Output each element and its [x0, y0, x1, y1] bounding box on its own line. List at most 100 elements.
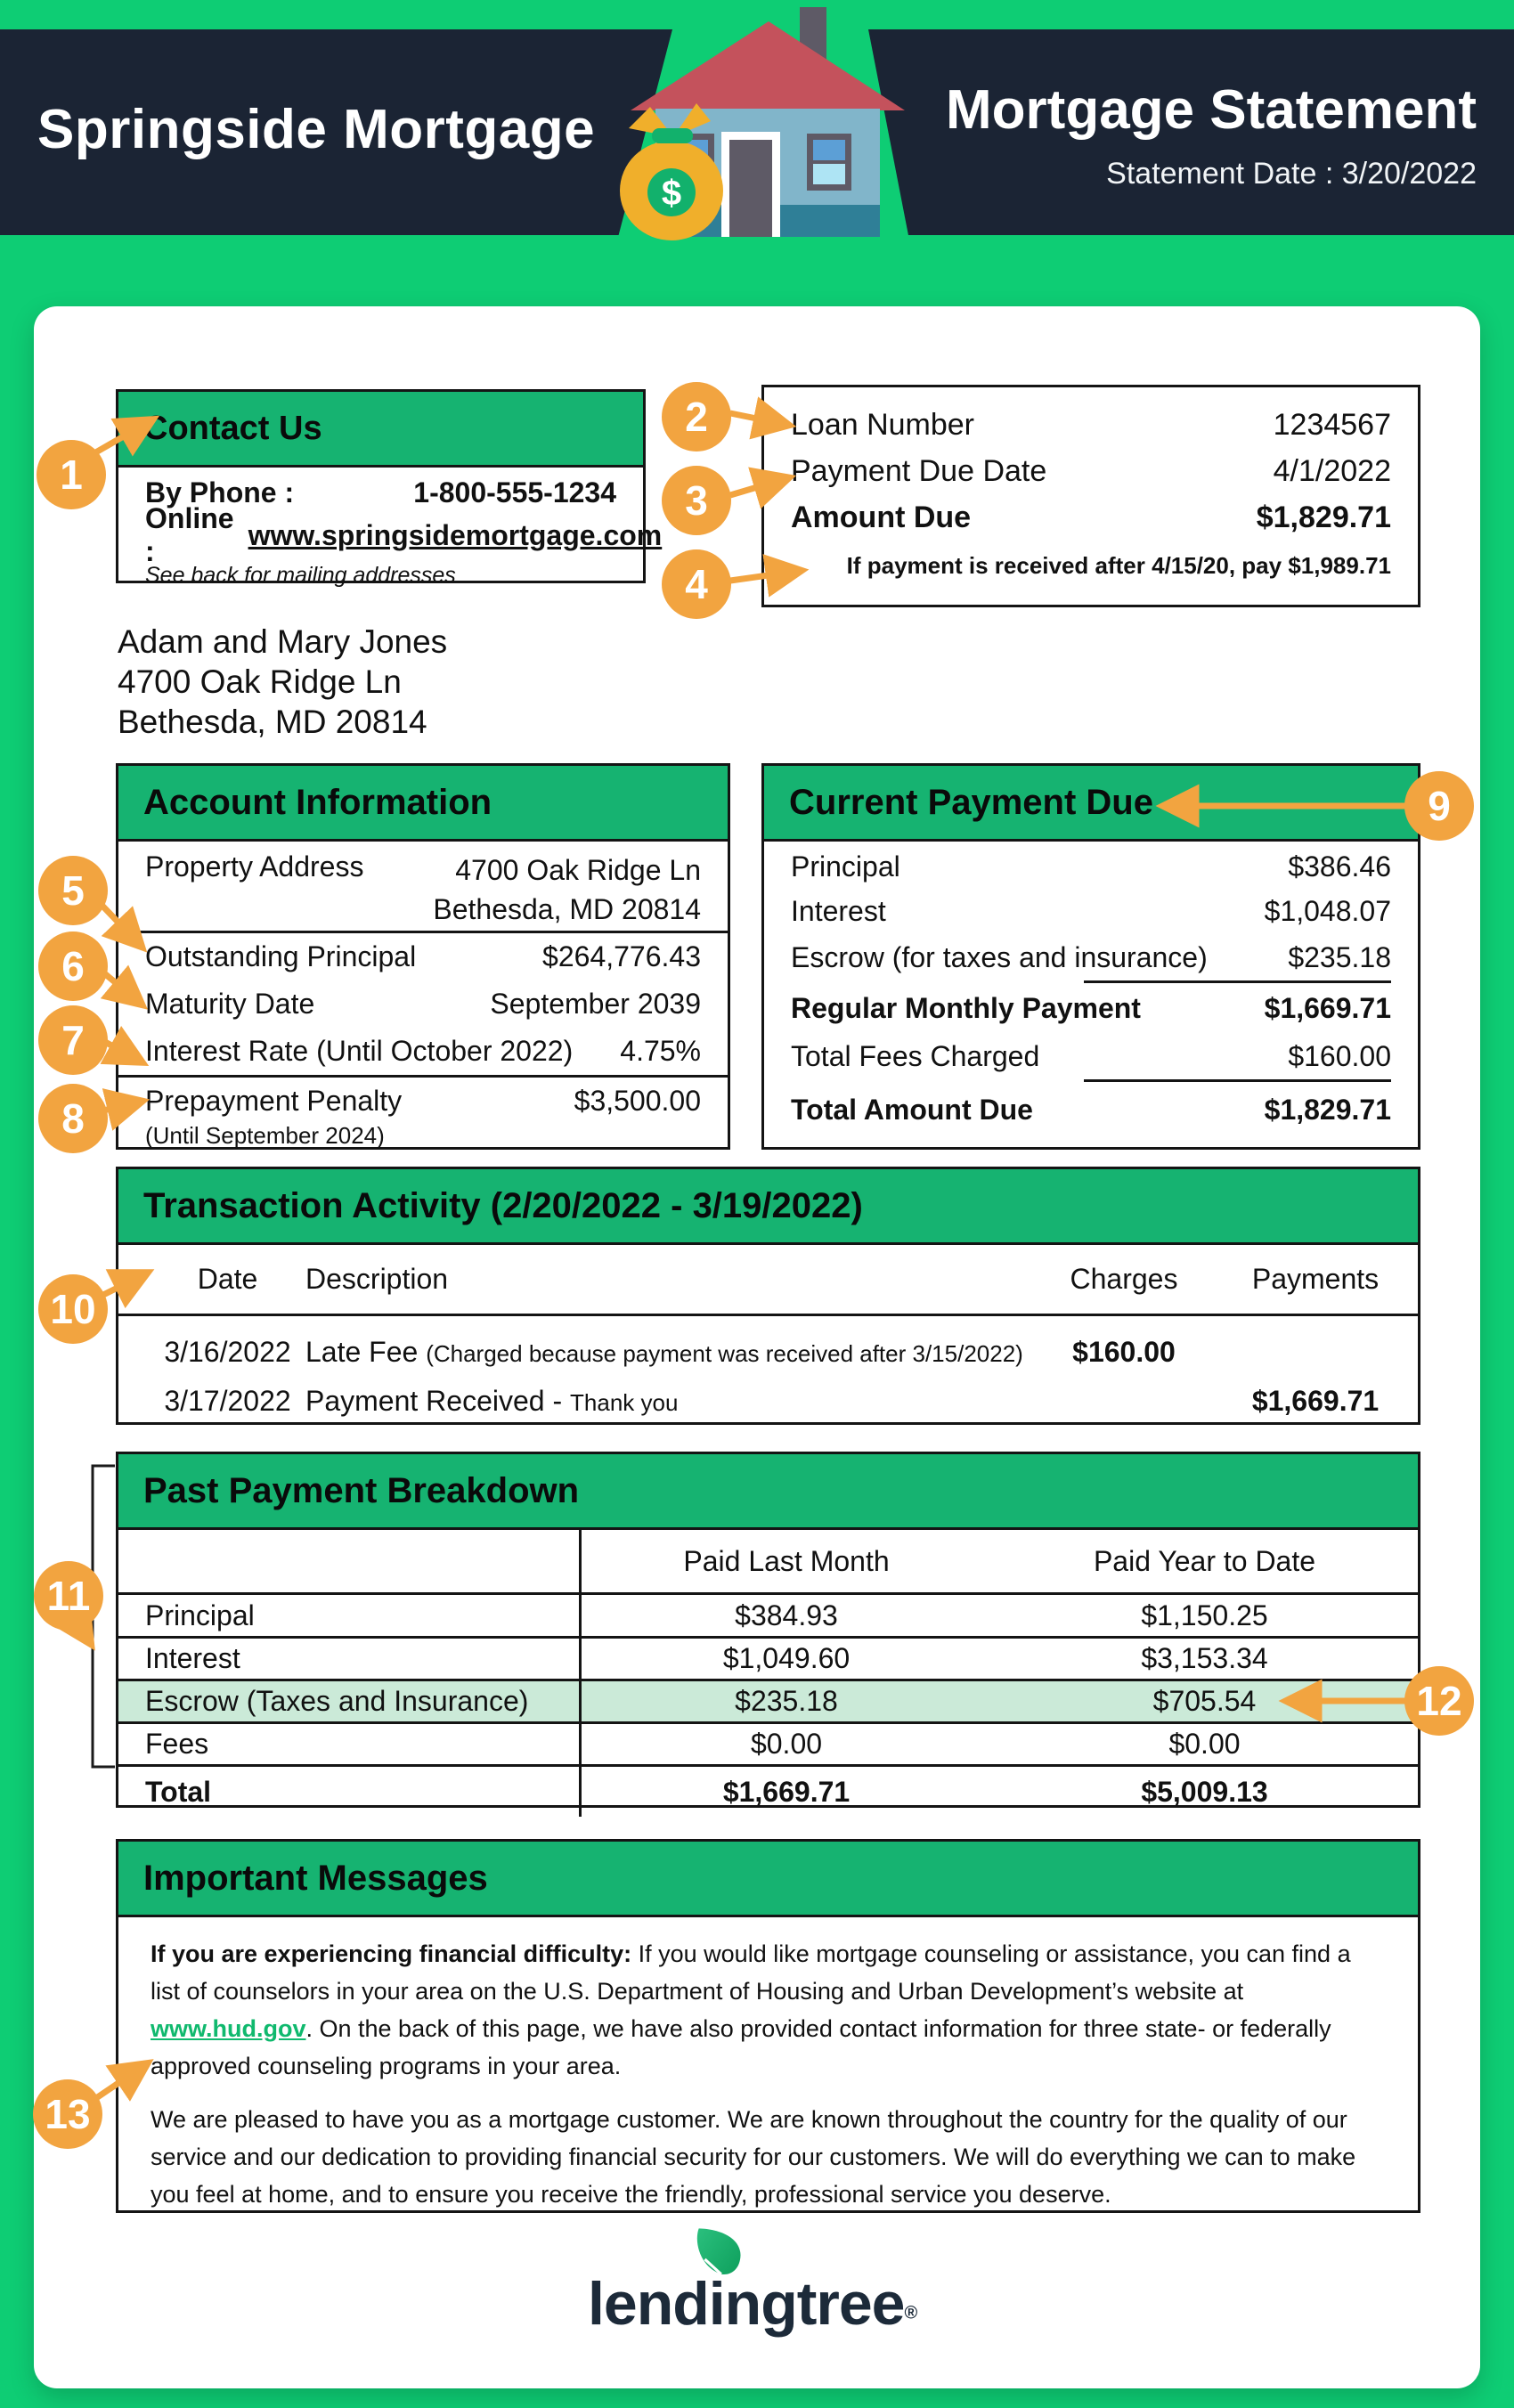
- table-row: 3/17/2022 Payment Received - Thank you $…: [118, 1379, 1418, 1423]
- interest-value: $1,048.07: [1264, 894, 1391, 927]
- principal-value: $386.46: [1288, 850, 1391, 883]
- callout-8: 8: [38, 1084, 108, 1153]
- divider: [118, 931, 728, 933]
- callout-1: 1: [37, 440, 106, 509]
- transaction-activity-box: Transaction Activity (2/20/2022 - 3/19/2…: [116, 1167, 1420, 1425]
- prepayment-penalty-label: Prepayment Penalty: [145, 1085, 403, 1117]
- roof-shape: [631, 21, 905, 110]
- borrower-address: Adam and Mary Jones 4700 Oak Ridge Ln Be…: [118, 622, 447, 742]
- row-month-value: $0.00: [750, 1728, 823, 1760]
- document-title: Mortgage Statement: [946, 79, 1477, 141]
- account-info-box: Account Information Property Address 470…: [116, 763, 730, 1150]
- website-link[interactable]: www.springsidemortgage.com: [248, 518, 663, 551]
- row-ytd-value: $5,009.13: [1141, 1776, 1268, 1808]
- message-paragraph-2: We are pleased to have you as a mortgage…: [151, 2106, 1356, 2208]
- callout-10: 10: [38, 1274, 108, 1344]
- banner-left-panel: [0, 29, 672, 235]
- message-1-text-b: . On the back of this page, we have also…: [151, 2015, 1331, 2079]
- col-paid-last-month: Paid Last Month: [683, 1544, 890, 1577]
- tx-desc-main: Late Fee: [305, 1335, 427, 1368]
- online-label: Online :: [145, 502, 234, 567]
- borrower-name: Adam and Mary Jones: [118, 623, 448, 660]
- statement-date: Statement Date : 3/20/2022: [1106, 157, 1477, 191]
- row-ytd-value: $705.54: [1152, 1685, 1257, 1717]
- property-address-line1: 4700 Oak Ridge Ln: [455, 854, 701, 886]
- row-label: Total: [118, 1767, 582, 1817]
- account-info-title: Account Information: [118, 766, 728, 842]
- subtotal-rule: [1084, 980, 1391, 983]
- tx-payment: $1,669.71: [1251, 1384, 1380, 1417]
- amount-due-label: Amount Due: [791, 500, 972, 534]
- regular-payment-label: Regular Monthly Payment: [791, 991, 1141, 1024]
- table-row: 3/16/2022 Late Fee (Charged because paym…: [118, 1325, 1418, 1379]
- important-messages-title: Important Messages: [118, 1842, 1418, 1917]
- row-label: Fees: [118, 1724, 582, 1764]
- borrower-city: Bethesda, MD 20814: [118, 704, 427, 740]
- table-row: Fees $0.00 $0.00: [118, 1721, 1418, 1764]
- message-paragraph-1: If you are experiencing financial diffic…: [151, 1935, 1386, 2085]
- callout-4: 4: [662, 549, 731, 619]
- phone-label: By Phone :: [145, 476, 295, 508]
- important-messages-box: Important Messages If you are experienci…: [116, 1839, 1420, 2213]
- col-payments: Payments: [1251, 1263, 1380, 1295]
- hud-link[interactable]: www.hud.gov: [151, 2015, 306, 2042]
- row-month-value: $1,669.71: [722, 1776, 851, 1808]
- contact-title: Contact Us: [118, 392, 643, 468]
- tx-date: 3/17/2022: [164, 1384, 291, 1417]
- amount-due-value: $1,829.71: [1256, 500, 1391, 534]
- row-month-value: $1,049.60: [722, 1642, 851, 1674]
- regular-payment-value: $1,669.71: [1264, 991, 1391, 1024]
- callout-9: 9: [1404, 771, 1474, 841]
- due-date-label: Payment Due Date: [791, 453, 1047, 488]
- row-month-value: $384.93: [735, 1599, 838, 1631]
- maturity-date-label: Maturity Date: [145, 988, 315, 1020]
- outstanding-principal-value: $264,776.43: [542, 940, 701, 972]
- tx-charge: $160.00: [1072, 1335, 1176, 1368]
- late-payment-note: If payment is received after 4/15/20, pa…: [846, 551, 1391, 579]
- banner-right-panel: [868, 29, 1514, 235]
- row-ytd-value: $3,153.34: [1141, 1642, 1268, 1674]
- row-label: Escrow (Taxes and Insurance): [118, 1681, 582, 1721]
- table-row: Principal $384.93 $1,150.25: [118, 1592, 1418, 1636]
- escrow-value: $235.18: [1288, 940, 1391, 973]
- callout-11: 11: [34, 1561, 103, 1631]
- mailing-note: See back for mailing addresses: [145, 562, 456, 588]
- divider: [118, 1075, 728, 1078]
- registered-mark: ®: [904, 2303, 918, 2323]
- door-shape: [729, 140, 772, 237]
- callout-7: 7: [38, 1005, 108, 1075]
- house-icon: $: [620, 7, 905, 240]
- lendingtree-logo: lendingtree®: [588, 2228, 962, 2376]
- message-1-lead: If you are experiencing financial diffic…: [151, 1940, 632, 1967]
- interest-label: Interest: [791, 894, 886, 927]
- outstanding-principal-label: Outstanding Principal: [145, 940, 417, 972]
- callout-12: 12: [1404, 1666, 1474, 1736]
- tx-desc-note: Thank you: [570, 1388, 679, 1416]
- contact-box: Contact Us By Phone : 1-800-555-1234 Onl…: [116, 389, 662, 588]
- row-ytd-value: $1,150.25: [1141, 1599, 1268, 1631]
- dollar-sign: $: [662, 174, 681, 213]
- past-payment-title: Past Payment Breakdown: [118, 1454, 1418, 1530]
- tx-desc-note: (Charged because payment was received af…: [426, 1339, 1023, 1367]
- leaf-icon: [696, 2228, 741, 2275]
- property-address-line2: Bethesda, MD 20814: [433, 893, 701, 925]
- prepayment-penalty-sub: (Until September 2024): [145, 1122, 385, 1149]
- property-address-label: Property Address: [145, 850, 364, 883]
- loan-number-label: Loan Number: [791, 407, 975, 442]
- company-name: Springside Mortgage: [37, 99, 596, 160]
- total-amount-due-value: $1,829.71: [1264, 1093, 1391, 1126]
- tx-desc-main: Payment Received -: [305, 1384, 571, 1417]
- logo-text: lendingtree: [588, 2270, 905, 2338]
- col-charges: Charges: [1070, 1263, 1178, 1295]
- table-row-escrow-highlighted: Escrow (Taxes and Insurance) $235.18 $70…: [118, 1679, 1418, 1721]
- total-amount-due-label: Total Amount Due: [791, 1093, 1033, 1126]
- past-payment-box: Past Payment Breakdown Paid Last Month P…: [116, 1452, 1420, 1817]
- interest-rate-value: 4.75%: [620, 1035, 701, 1067]
- row-ytd-value: $0.00: [1168, 1728, 1241, 1760]
- loan-number-value: 1234567: [1273, 407, 1391, 442]
- col-paid-year-to-date: Paid Year to Date: [1093, 1544, 1316, 1577]
- row-label: Principal: [118, 1595, 582, 1636]
- callout-5: 5: [38, 856, 108, 925]
- total-fees-value: $160.00: [1288, 1039, 1391, 1072]
- interest-rate-label: Interest Rate (Until October 2022): [145, 1035, 574, 1067]
